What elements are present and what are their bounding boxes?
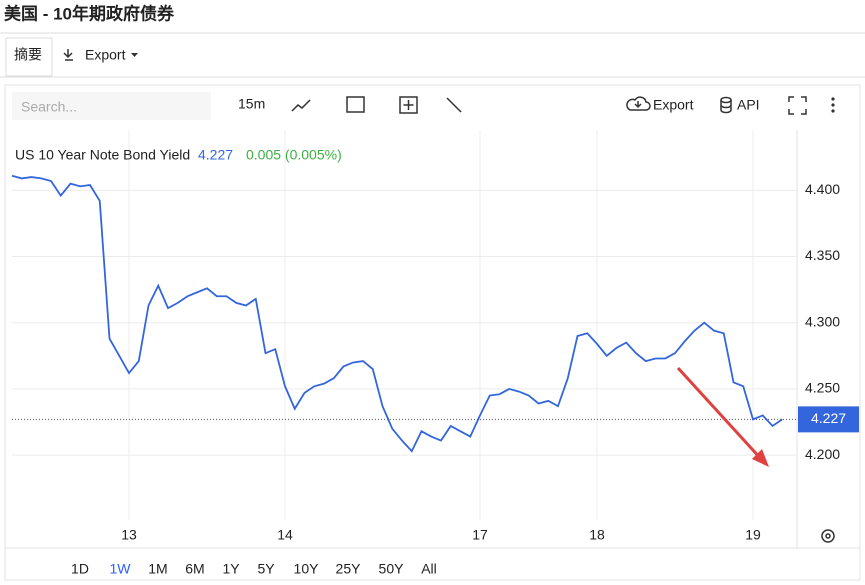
- download-icon: [63, 49, 73, 61]
- last-price-label: 4.227: [811, 410, 846, 426]
- tab[interactable]: 摘要: [14, 47, 42, 63]
- y-tick-label: 4.350: [805, 247, 840, 263]
- tab[interactable]: Export: [85, 47, 126, 63]
- x-tick-label: 14: [277, 527, 293, 543]
- y-tick-label: 4.300: [805, 313, 840, 329]
- line-type-icon[interactable]: [291, 99, 311, 112]
- legend-last-value: 4.227: [198, 147, 233, 163]
- menu-icon[interactable]: [831, 97, 835, 113]
- api-icon: [720, 100, 732, 114]
- plus: [403, 100, 414, 110]
- page-title: 美国 - 10年期政府债券: [4, 3, 175, 23]
- y-tick-label: 4.200: [805, 446, 840, 462]
- x-tick-label: 19: [745, 527, 761, 543]
- settings-tool-icon[interactable]: [446, 97, 462, 113]
- caret: [131, 53, 138, 57]
- export-button[interactable]: Export: [653, 97, 694, 113]
- tab-box[interactable]: [5, 37, 53, 77]
- annotation-arrow: [676, 366, 764, 462]
- fullscreen-icon[interactable]: [788, 96, 807, 115]
- settings-gear[interactable]: [821, 529, 835, 543]
- range-button[interactable]: 6M: [185, 561, 204, 577]
- y-tick-label: 4.400: [805, 181, 840, 197]
- price-line: [11, 174, 783, 453]
- x-tick-label: 17: [472, 527, 488, 543]
- legend-series: US 10 Year Note Bond Yield: [15, 147, 190, 163]
- range-button[interactable]: 1Y: [222, 561, 240, 577]
- grid: 4.200 4.250 4.300 4.350 4.400 13 14 17 18 19: [12, 130, 840, 543]
- plot: 4.227: [11, 174, 859, 453]
- range-button[interactable]: 1D: [71, 561, 89, 577]
- search-placeholder[interactable]: Search...: [21, 99, 77, 115]
- range-button[interactable]: 1M: [148, 561, 167, 577]
- range-button[interactable]: 1W: [110, 561, 132, 577]
- range-button[interactable]: 10Y: [294, 561, 320, 577]
- last-price-badge: [798, 406, 859, 433]
- legend-change: 0.005 (0.005%): [246, 147, 342, 163]
- calendar-icon[interactable]: [346, 96, 365, 113]
- y-tick-label: 4.250: [805, 380, 840, 396]
- x-tick-label: 13: [121, 527, 137, 543]
- range-bar: 1D 1W 1M 6M 1Y 5Y 10Y 25Y 50Y All: [71, 561, 437, 577]
- x-tick-label: 18: [589, 527, 605, 543]
- indicator-icon[interactable]: [399, 96, 418, 114]
- range-button[interactable]: 25Y: [336, 561, 362, 577]
- settings-gear: [825, 533, 831, 539]
- range-button[interactable]: All: [421, 561, 437, 577]
- export-icon[interactable]: [626, 96, 651, 111]
- range-button[interactable]: 5Y: [257, 561, 275, 577]
- interval-button[interactable]: 15m: [238, 96, 265, 112]
- search-box[interactable]: [12, 92, 211, 120]
- annotation-arrowhead: [752, 449, 769, 467]
- api-button[interactable]: API: [737, 97, 760, 113]
- range-button[interactable]: 50Y: [379, 561, 405, 577]
